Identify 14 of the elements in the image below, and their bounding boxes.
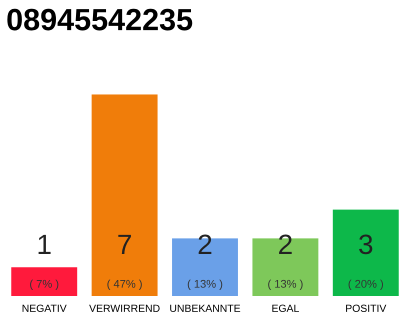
data-label: 7 ( 47% ) [107, 234, 142, 290]
data-label: 1 ( 7% ) [30, 234, 58, 290]
bar [332, 210, 399, 296]
x-tick-label: POSITIV [346, 304, 386, 312]
data-label: 3 ( 20% ) [348, 234, 383, 290]
bar [92, 94, 158, 296]
x-tick-label: EGAL [272, 304, 299, 312]
data-label: 2 ( 13% ) [268, 234, 303, 290]
x-tick-label: NEGATIV [22, 304, 67, 312]
chart-title: 08945542235 [7, 8, 192, 30]
x-tick-label: VERWIRREND [89, 304, 160, 312]
data-label: 2 ( 13% ) [188, 234, 222, 290]
bar [11, 267, 78, 296]
x-tick-label: UNBEKANNTE [170, 304, 240, 312]
